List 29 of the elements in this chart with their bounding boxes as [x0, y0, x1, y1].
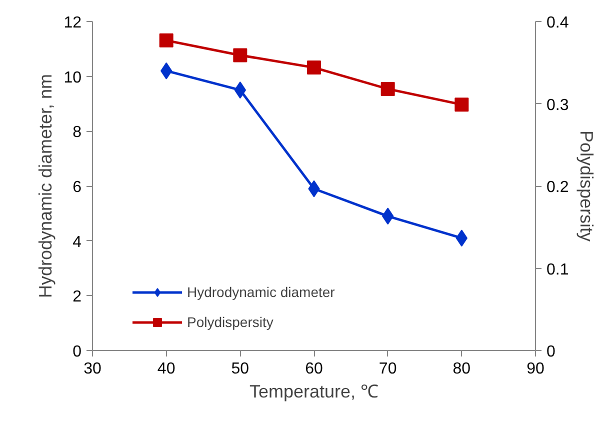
y2-tick-label: 0 [546, 344, 556, 360]
point [159, 33, 174, 48]
point [380, 82, 395, 96]
x-tick-label: 30 [84, 360, 102, 378]
legend-label: Hydrodynamic diameter [187, 284, 335, 300]
y-tick-label: 0 [72, 344, 82, 360]
y2-tick-label: 0.2 [546, 179, 569, 196]
y-tick-label: 6 [72, 179, 82, 196]
x-tick-label: 80 [452, 360, 471, 378]
y-axis-title: Hydrodynamic diameter, nm [36, 74, 56, 298]
x-tick-label: 60 [305, 360, 323, 378]
y2-tick-label: 0.3 [546, 96, 569, 114]
legend-label: Polydispersity [187, 314, 274, 330]
point [454, 98, 469, 112]
y2-tick-label: 0.4 [546, 14, 569, 32]
y2-axis-title: Polydispersity [576, 130, 597, 242]
y-tick-label: 10 [64, 69, 82, 86]
y-tick-label: 8 [72, 124, 82, 142]
point [307, 60, 321, 75]
y2-tick-label: 0.1 [546, 261, 569, 278]
y-tick-label: 2 [72, 288, 82, 306]
x-tick-label: 50 [231, 360, 250, 378]
y-tick-label: 12 [64, 14, 82, 32]
x-axis-title: Temperature, ℃ [249, 382, 379, 402]
x-tick-label: 70 [378, 360, 397, 378]
y-tick-label: 4 [72, 234, 82, 251]
x-tick-label: 90 [526, 360, 544, 378]
point [233, 48, 248, 62]
x-tick-label: 40 [157, 360, 176, 378]
